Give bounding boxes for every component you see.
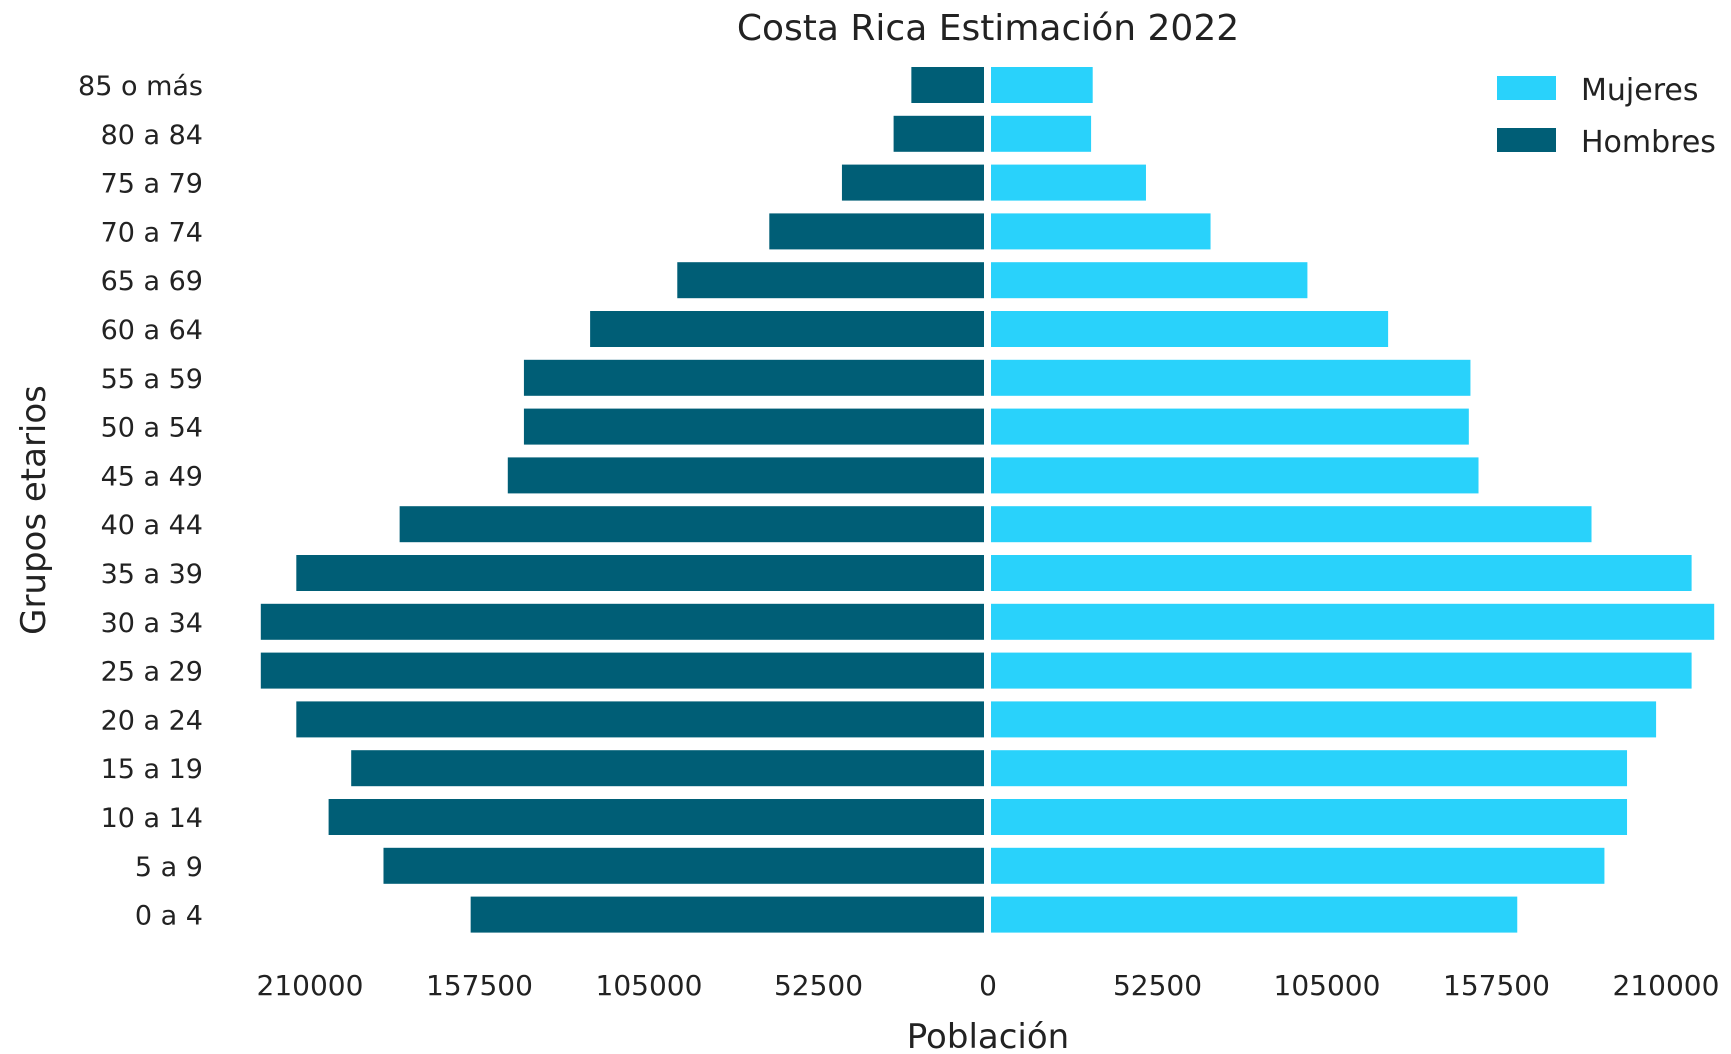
age-group-label: 5 a 9	[135, 852, 203, 883]
mujeres-bar-5-a-9	[991, 847, 1605, 884]
hombres-bar-50-a-54	[523, 408, 984, 445]
hombres-bar-65-a-69	[677, 262, 984, 299]
mujeres-bar-35-a-39	[991, 555, 1692, 591]
hombres-bar-35-a-39	[296, 555, 984, 591]
mujeres-bar-10-a-14	[991, 799, 1628, 835]
x-axis-tick-labels: 210000 157500 105000 52500 0 52500 105000 15750…	[257, 969, 1720, 1002]
mujeres-bar-45-a-49	[991, 457, 1479, 494]
legend-swatch-hombres	[1497, 128, 1556, 152]
age-group-label: 25 a 29	[101, 657, 203, 688]
age-group-label: 55 a 59	[101, 364, 203, 395]
mujeres-bar-85-o-mas	[991, 67, 1093, 103]
age-group-label: 20 a 24	[101, 705, 203, 736]
age-group-label: 45 a 49	[101, 461, 203, 492]
hombres-bar-60-a-64	[590, 311, 984, 347]
age-group-label: 50 a 54	[101, 413, 203, 444]
mujeres-bar-0-a-4	[991, 896, 1518, 933]
mujeres-bar-55-a-59	[991, 359, 1471, 396]
x-tick-label: 157500	[426, 969, 533, 1002]
x-tick-label: 210000	[257, 969, 364, 1002]
age-group-label: 80 a 84	[101, 120, 203, 151]
hombres-bars	[260, 67, 985, 933]
chart-title: Costa Rica Estimación 2022	[737, 8, 1239, 49]
x-tick-label: 52500	[1113, 969, 1202, 1002]
mujeres-bar-40-a-44	[991, 506, 1592, 543]
age-group-label: 30 a 34	[101, 608, 203, 639]
hombres-bar-20-a-24	[296, 701, 984, 738]
age-group-label: 85 o más	[78, 71, 203, 102]
age-group-label: 15 a 19	[101, 754, 203, 785]
age-group-label: 75 a 79	[101, 169, 203, 200]
hombres-bar-10-a-14	[328, 799, 985, 835]
x-axis-title: Población	[907, 1017, 1069, 1054]
age-group-label: 65 a 69	[101, 266, 203, 297]
hombres-bar-30-a-34	[260, 603, 984, 640]
age-group-label: 70 a 74	[101, 217, 203, 248]
mujeres-bar-15-a-19	[991, 750, 1628, 787]
hombres-bar-70-a-74	[769, 213, 984, 250]
hombres-bar-25-a-29	[260, 652, 984, 689]
mujeres-bar-50-a-54	[991, 408, 1469, 445]
mujeres-bar-75-a-79	[991, 164, 1146, 201]
x-tick-label: 210000	[1613, 969, 1720, 1002]
hombres-bar-0-a-4	[470, 896, 985, 933]
hombres-bar-75-a-79	[841, 164, 984, 201]
hombres-bar-85-o-mas	[911, 67, 984, 103]
legend-label-mujeres: Mujeres	[1581, 73, 1698, 108]
mujeres-bar-60-a-64	[991, 311, 1389, 347]
mujeres-bars	[991, 67, 1715, 933]
mujeres-bar-80-a-84	[991, 115, 1092, 152]
legend: Mujeres Hombres	[1497, 73, 1716, 160]
hombres-bar-15-a-19	[351, 750, 984, 787]
mujeres-bar-65-a-69	[991, 262, 1308, 299]
mujeres-bar-25-a-29	[991, 652, 1692, 689]
hombres-bar-40-a-44	[399, 506, 985, 543]
x-tick-label: 105000	[596, 969, 703, 1002]
age-group-label: 10 a 14	[101, 803, 203, 834]
legend-swatch-mujeres	[1497, 76, 1556, 100]
hombres-bar-5-a-9	[383, 847, 984, 884]
age-group-label: 40 a 44	[101, 510, 203, 541]
x-tick-label: 157500	[1443, 969, 1550, 1002]
hombres-bar-80-a-84	[893, 115, 984, 152]
age-group-labels: 0 a 4 5 a 9 10 a 14 15 a 19 20 a 24 25 a 29 30…	[78, 71, 203, 932]
x-tick-label: 0	[979, 969, 997, 1002]
x-tick-label: 52500	[774, 969, 863, 1002]
hombres-bar-55-a-59	[523, 359, 984, 396]
mujeres-bar-70-a-74	[991, 213, 1211, 250]
mujeres-bar-30-a-34	[991, 603, 1715, 640]
legend-label-hombres: Hombres	[1581, 125, 1716, 160]
age-group-label: 0 a 4	[135, 901, 203, 932]
mujeres-bar-20-a-24	[991, 701, 1657, 738]
hombres-bar-45-a-49	[507, 457, 984, 494]
y-axis-title: Grupos etarios	[14, 385, 54, 635]
age-group-label: 60 a 64	[101, 315, 203, 346]
age-group-label: 35 a 39	[101, 559, 203, 590]
x-tick-label: 105000	[1274, 969, 1381, 1002]
